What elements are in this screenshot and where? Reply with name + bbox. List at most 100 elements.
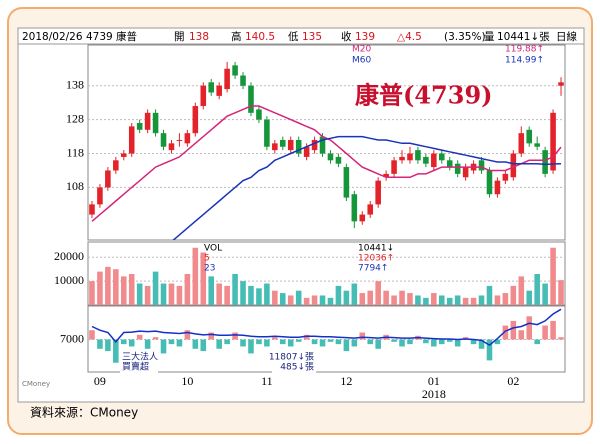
candle-body: [494, 180, 501, 195]
candle-body: [128, 126, 135, 154]
bar: [232, 274, 238, 305]
bar: [438, 295, 445, 305]
legend-value: 11807↓張: [269, 352, 314, 363]
x-tick-label: 11: [261, 374, 273, 388]
candle-body: [343, 167, 350, 198]
bar: [160, 339, 167, 354]
candle-body: [375, 180, 381, 205]
y-tick-label: 118: [66, 145, 84, 159]
bar: [438, 339, 445, 345]
plot-area: [89, 247, 564, 305]
bar: [152, 337, 159, 340]
bar: [168, 283, 175, 305]
candle-body: [319, 136, 326, 154]
bar: [510, 320, 517, 340]
bar: [279, 339, 286, 345]
legend-name: 5: [204, 254, 210, 264]
price-panel: [87, 44, 566, 241]
bar: [216, 339, 222, 349]
candle-body: [287, 139, 294, 151]
bar: [343, 339, 350, 352]
bar: [351, 339, 358, 347]
bar: [558, 337, 564, 340]
legend-name: 三大法人: [122, 351, 158, 363]
volume: 10441↓張: [497, 31, 550, 43]
change-pct: (3.35%): [444, 31, 486, 43]
header: 2018/02/26 4739 康普 開 138 高 140.5 低 135 收…: [22, 30, 577, 43]
bar: [105, 266, 111, 305]
bar: [359, 293, 366, 305]
bar: [279, 293, 286, 305]
bar: [311, 295, 318, 305]
candle-body: [335, 156, 342, 164]
candle-body: [351, 194, 358, 222]
bar: [200, 339, 207, 352]
candle-body: [264, 119, 270, 147]
bar: [89, 281, 95, 305]
candle-body: [248, 85, 254, 113]
plot-area: [89, 308, 564, 363]
bar: [272, 290, 278, 305]
candle-body: [113, 160, 119, 171]
period: 日線: [556, 30, 577, 43]
bar: [446, 297, 453, 305]
candle-body: [279, 139, 286, 147]
legend-value: 7794↑: [358, 264, 388, 274]
bar: [462, 297, 469, 305]
bar: [542, 283, 548, 305]
bar: [97, 339, 103, 349]
candle-body: [367, 204, 374, 215]
candle-body: [542, 150, 548, 174]
change: △4.5: [397, 31, 422, 43]
y-tick-label: 10000: [54, 273, 84, 287]
bar: [502, 293, 509, 305]
chart-box: [17, 27, 585, 403]
candle-body: [478, 160, 485, 171]
candle-body: [224, 68, 230, 90]
bar: [486, 285, 493, 305]
candle-body: [415, 150, 421, 161]
bar: [494, 339, 501, 345]
bar: [446, 339, 453, 342]
bar: [470, 339, 477, 345]
candle-body: [295, 139, 302, 154]
bar: [184, 330, 191, 340]
x-tick-label: 09: [94, 374, 106, 388]
line: [91, 105, 562, 222]
bar: [160, 283, 167, 305]
legend-value: 12036↑: [358, 254, 394, 264]
legend-name: 23: [204, 264, 215, 274]
candle-body: [534, 143, 540, 147]
candle-body: [216, 85, 222, 96]
bar: [287, 339, 294, 347]
bar: [327, 339, 334, 342]
bar: [248, 285, 254, 305]
bar: [558, 280, 564, 305]
x-tick-label: 01: [428, 374, 440, 388]
bar: [335, 339, 342, 345]
bar: [184, 274, 191, 305]
candle-body: [105, 170, 111, 188]
candle-body: [550, 112, 556, 171]
candle-body: [240, 75, 246, 86]
bar: [303, 334, 310, 340]
bar: [423, 339, 429, 344]
quote-label: 開: [174, 31, 185, 43]
bar: [399, 339, 405, 347]
candle-body: [502, 173, 509, 181]
candle-body: [454, 163, 461, 174]
bar: [478, 339, 485, 349]
bar: [120, 276, 127, 305]
line: [172, 135, 562, 240]
bar: [295, 290, 302, 305]
candle-body: [359, 214, 366, 222]
bar: [407, 293, 413, 305]
bar: [97, 271, 103, 305]
candle-body: [303, 146, 310, 157]
source: 資料來源：CMoney: [30, 406, 138, 420]
volume-panel: [87, 241, 566, 306]
bar: [550, 320, 556, 340]
bar: [327, 297, 334, 305]
x-annotation: 2018: [422, 387, 446, 401]
candle-body: [152, 112, 159, 134]
